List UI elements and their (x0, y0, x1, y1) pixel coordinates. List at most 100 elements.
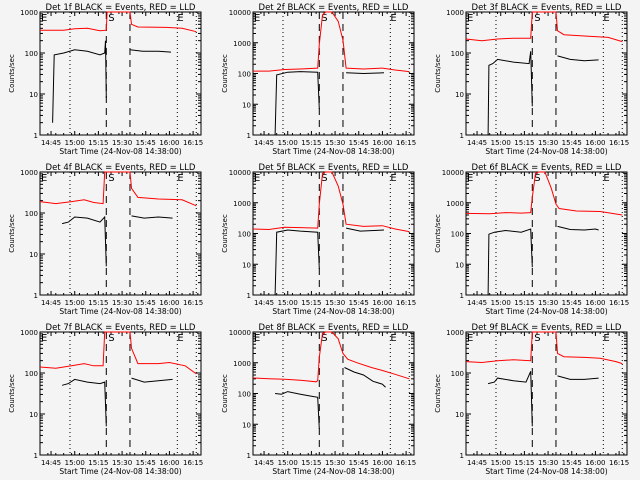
x-tick-label: 15:00 (65, 139, 85, 147)
x-tick-label: 15:30 (538, 299, 558, 307)
marker-label: E (390, 333, 396, 344)
marker-label: S (108, 333, 114, 344)
lld-series-line (40, 11, 197, 33)
y-tick-label: 100 (238, 231, 251, 239)
marker-label: S (534, 173, 540, 184)
panel-title: Det 9f BLACK = Events, RED = LLD (472, 323, 622, 333)
x-axis-label: Start Time (24-Nov-08 14:38:00) (272, 307, 394, 316)
y-tick-label: 100 (451, 231, 464, 239)
marker-label: E (177, 173, 183, 184)
lld-series-line (39, 331, 197, 375)
panel-title: Det 3f BLACK = Events, RED = LLD (472, 3, 622, 13)
x-tick-label: 16:00 (585, 139, 605, 147)
marker-label: S (321, 173, 327, 184)
events-series-line (52, 40, 172, 123)
y-tick-label: 1 (247, 292, 251, 300)
lld-series-line (465, 11, 623, 43)
x-tick-label: 15:30 (112, 299, 132, 307)
x-tick-label: 15:45 (349, 299, 369, 307)
x-tick-label: 15:45 (562, 459, 582, 467)
y-tick-label: 10 (29, 91, 38, 99)
marker-label: E (254, 13, 260, 24)
events-series-line (487, 51, 599, 136)
x-tick-label: 15:15 (88, 459, 108, 467)
y-tick-label: 100 (25, 370, 38, 378)
x-tick-label: 15:15 (88, 139, 108, 147)
panel-title: Det 7f BLACK = Events, RED = LLD (46, 323, 196, 333)
panel-1: Det 1f BLACK = Events, RED = LLD 1 10 100 10… (8, 3, 203, 156)
x-tick-label: 15:30 (112, 139, 132, 147)
y-tick-label: 1 (34, 132, 38, 140)
x-tick-label: 15:15 (301, 299, 321, 307)
panel-title: Det 1f BLACK = Events, RED = LLD (46, 3, 196, 13)
x-axis-label: Start Time (24-Nov-08 14:38:00) (485, 467, 607, 476)
x-tick-label: 16:15 (183, 139, 203, 147)
x-tick-label: 14:45 (41, 299, 61, 307)
marker-label: S (534, 13, 540, 24)
lld-series-line (39, 171, 197, 207)
y-tick-label: 100 (238, 391, 251, 399)
y-tick-label: 1 (34, 452, 38, 460)
x-tick-label: 15:00 (65, 459, 85, 467)
marker-label: E (390, 173, 396, 184)
y-tick-label: 1 (34, 292, 38, 300)
y-axis-label: Counts/sec (434, 374, 442, 413)
y-tick-label: 10 (29, 411, 38, 419)
events-series-line (61, 377, 173, 427)
marker-label: E (177, 13, 183, 24)
y-tick-label: 10 (455, 411, 464, 419)
lld-series-line (465, 331, 623, 365)
y-tick-label: 1000 (20, 169, 38, 177)
marker-label: E (603, 173, 609, 184)
y-tick-label: 1000 (233, 360, 251, 368)
lld-series-line (252, 171, 410, 233)
y-tick-label: 1000 (20, 329, 38, 337)
x-tick-label: 15:30 (325, 459, 345, 467)
x-tick-label: 16:15 (609, 299, 629, 307)
x-axis-label: Start Time (24-Nov-08 14:38:00) (485, 147, 607, 156)
panel-5: Det 5f BLACK = Events, RED = LLD 1 10 100 10… (221, 163, 416, 316)
x-tick-label: 14:45 (254, 299, 274, 307)
y-tick-label: 10 (455, 91, 464, 99)
panel-9: Det 9f BLACK = Events, RED = LLD 1 10 100 10… (434, 323, 629, 476)
x-tick-label: 15:15 (514, 139, 534, 147)
x-tick-label: 15:45 (136, 299, 156, 307)
y-axis-label: Counts/sec (8, 54, 16, 93)
y-tick-label: 1000 (446, 329, 464, 337)
marker-label: E (254, 333, 260, 344)
x-tick-label: 16:00 (585, 299, 605, 307)
marker-label: E (254, 173, 260, 184)
panel-6: Det 6f BLACK = Events, RED = LLD 1 10 100 10… (434, 163, 629, 316)
x-tick-label: 14:45 (467, 459, 487, 467)
x-tick-label: 14:45 (41, 459, 61, 467)
panel-7: Det 7f BLACK = Events, RED = LLD 1 10 100 10… (8, 323, 203, 476)
x-tick-label: 15:00 (278, 459, 298, 467)
x-tick-label: 15:45 (562, 139, 582, 147)
x-tick-label: 15:00 (491, 139, 511, 147)
x-tick-label: 15:15 (301, 459, 321, 467)
y-tick-label: 10 (242, 101, 251, 109)
y-tick-label: 1 (247, 452, 251, 460)
panel-title: Det 4f BLACK = Events, RED = LLD (46, 163, 196, 173)
x-tick-label: 15:45 (349, 459, 369, 467)
y-tick-label: 10000 (442, 169, 464, 177)
x-tick-label: 15:45 (136, 139, 156, 147)
x-tick-label: 16:00 (159, 459, 179, 467)
y-axis-label: Counts/sec (221, 214, 229, 253)
x-tick-label: 15:30 (112, 459, 132, 467)
y-tick-label: 1000 (20, 9, 38, 17)
x-tick-label: 15:45 (562, 299, 582, 307)
marker-label: S (534, 333, 540, 344)
y-tick-label: 10 (455, 261, 464, 269)
y-tick-label: 1 (460, 452, 464, 460)
x-tick-label: 15:00 (65, 299, 85, 307)
x-tick-label: 16:15 (183, 459, 203, 467)
events-series-line (274, 227, 385, 296)
y-tick-label: 100 (451, 50, 464, 58)
marker-label: E (41, 173, 47, 184)
lld-series-line (253, 11, 410, 73)
x-axis-label: Start Time (24-Nov-08 14:38:00) (59, 307, 181, 316)
x-tick-label: 16:15 (396, 299, 416, 307)
marker-label: S (321, 13, 327, 24)
